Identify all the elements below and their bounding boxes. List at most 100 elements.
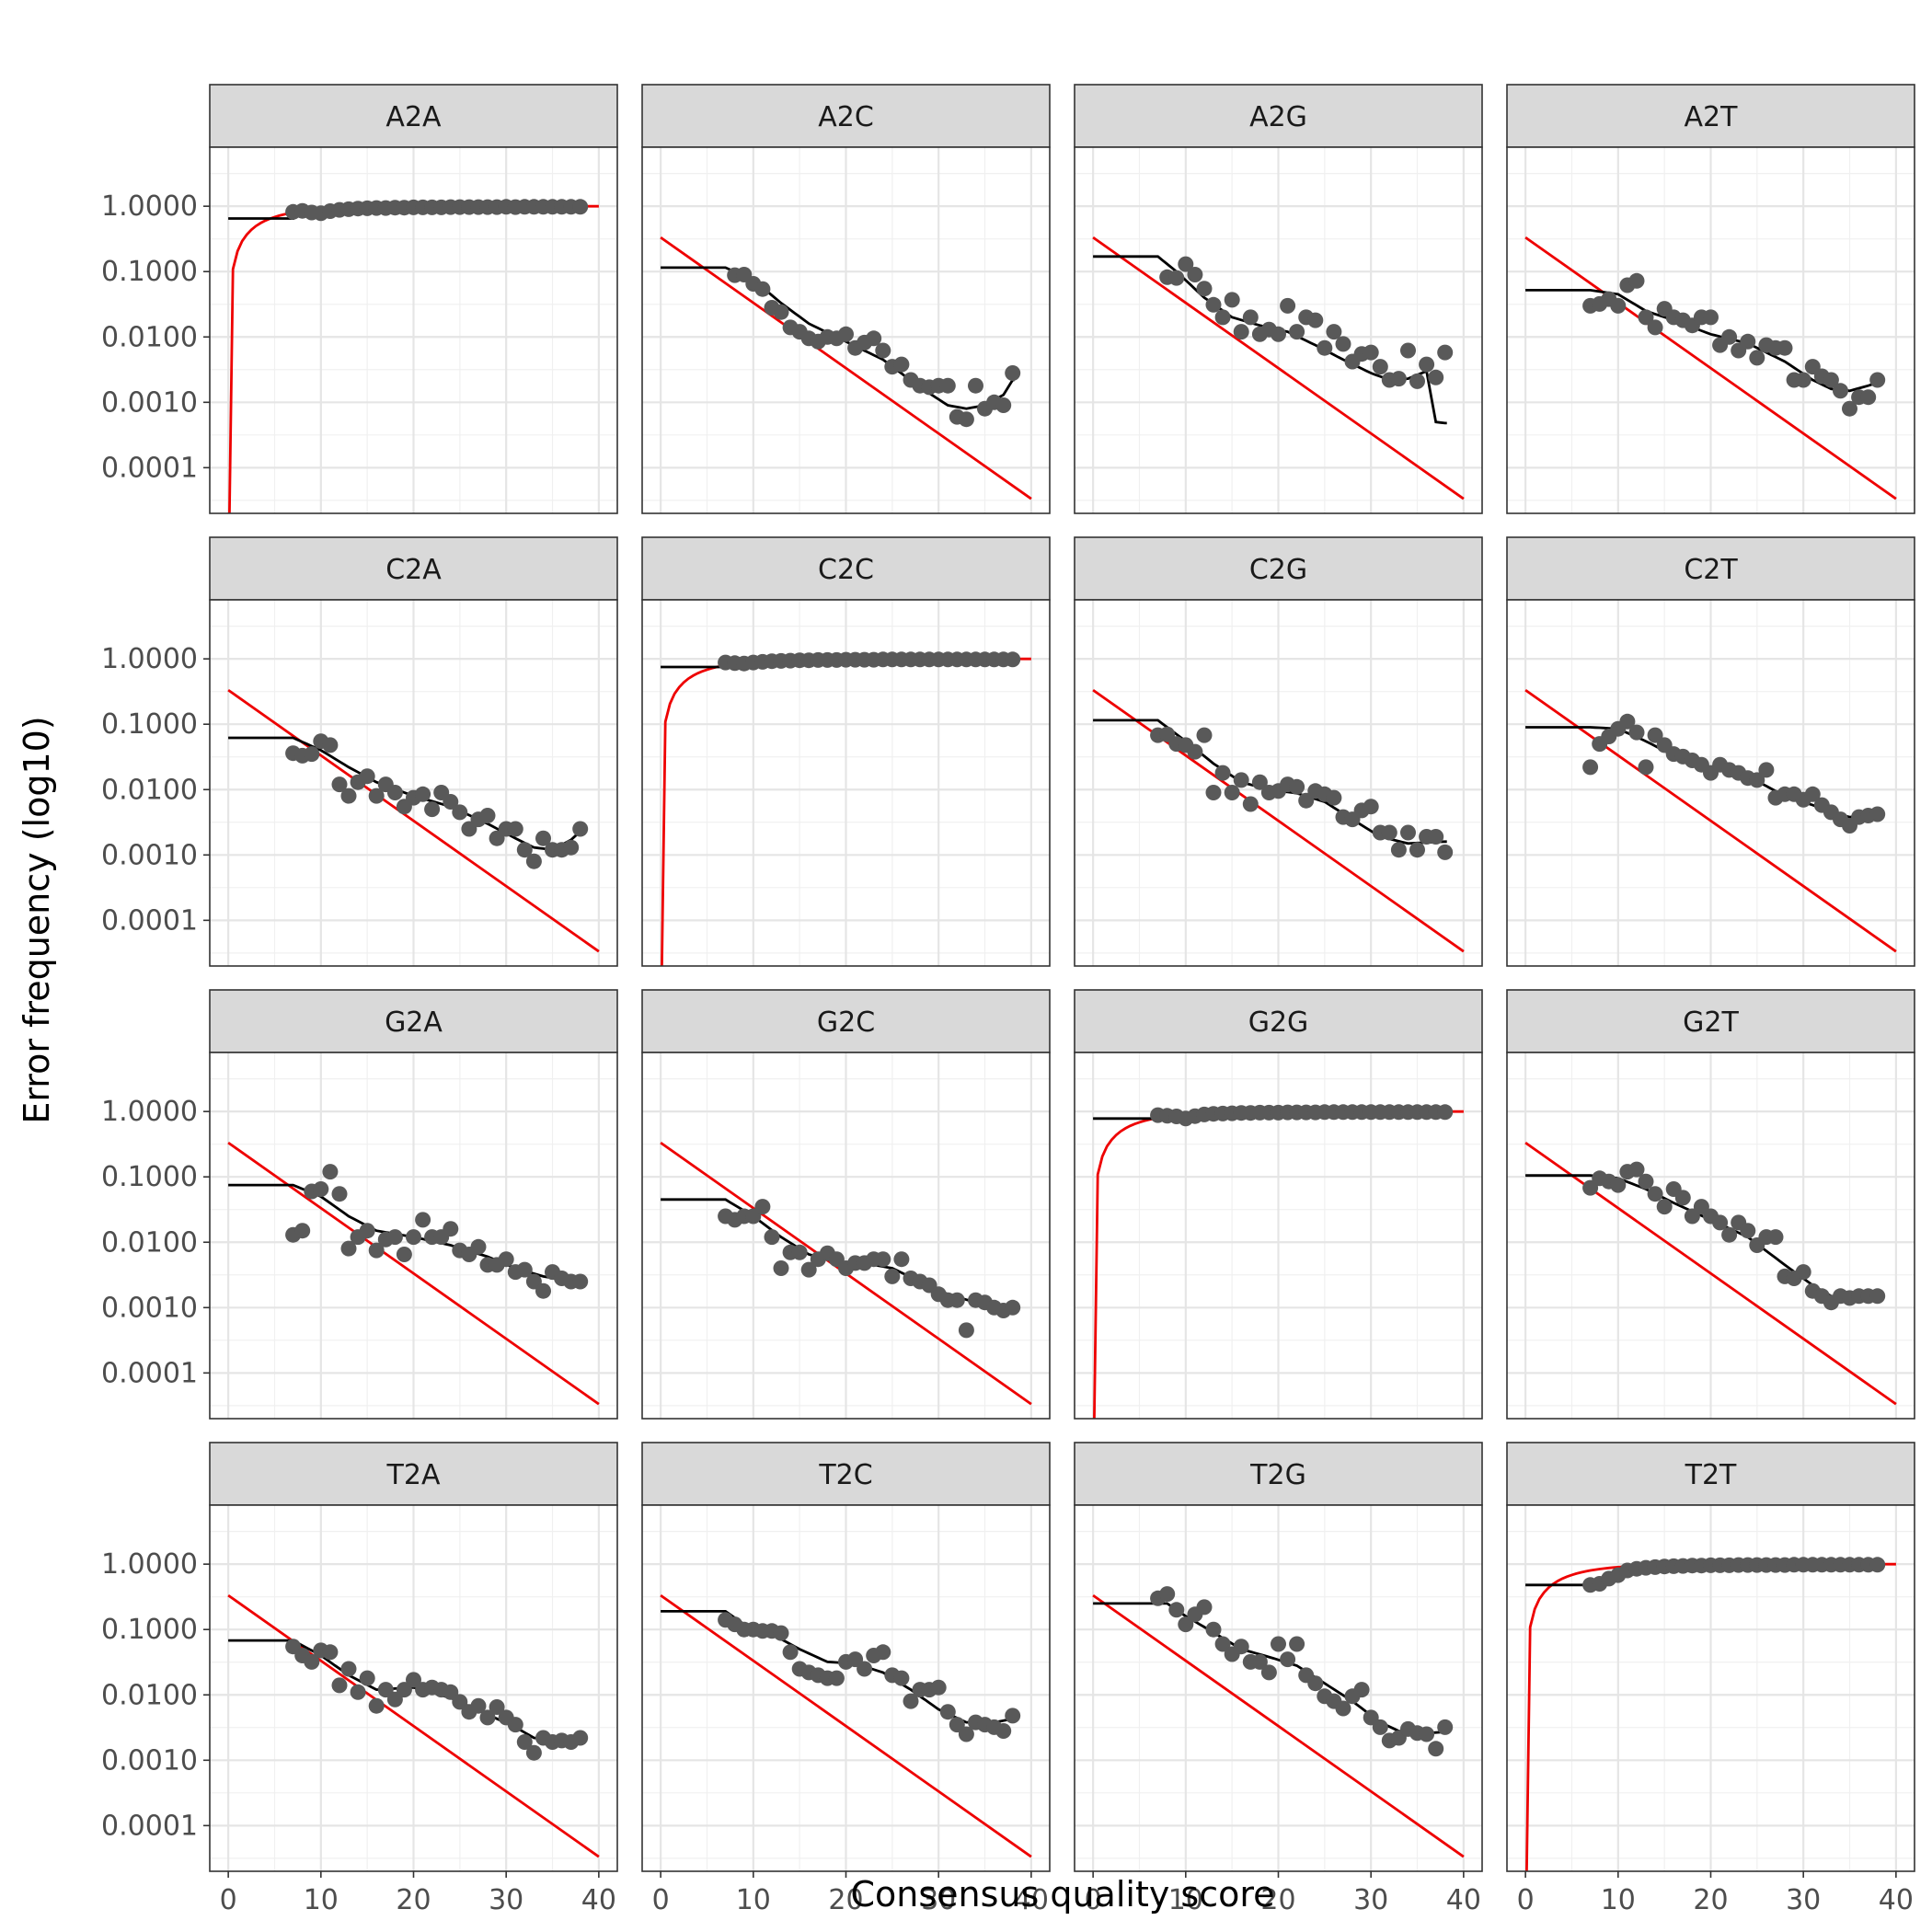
x-tick-label: 20 (828, 1884, 863, 1916)
panel-border (209, 599, 618, 967)
y-tick-label: 0.0001 (101, 452, 198, 484)
observed-point (1647, 1186, 1663, 1202)
x-tick-label: 30 (1786, 1884, 1821, 1916)
facet-title: T2A (386, 1459, 441, 1491)
observed-point (791, 1244, 808, 1260)
x-tick-label: 0 (1085, 1884, 1102, 1916)
observed-point (1242, 796, 1259, 812)
observed-point (1758, 762, 1775, 778)
observed-point (516, 1261, 533, 1278)
facet-strip (209, 84, 618, 148)
observed-point (377, 1682, 394, 1698)
observed-point (958, 411, 974, 428)
observed-point (1647, 319, 1663, 336)
observed-point (773, 1625, 789, 1641)
observed-point (294, 1223, 311, 1239)
observed-point (1860, 389, 1877, 406)
facet-t2t: T2T 0 10 20 30 40 (1506, 1442, 1915, 1916)
x-tick-label: 40 (1446, 1884, 1481, 1916)
observed-point (1233, 324, 1249, 340)
observed-point (386, 785, 403, 800)
facet-strip (1074, 1442, 1483, 1506)
observed-point (1869, 806, 1886, 822)
observed-point (368, 1697, 385, 1714)
nominal-error-line (1092, 236, 1465, 500)
observed-point (479, 1709, 496, 1726)
observed-point (995, 397, 1012, 413)
nominal-error-line (660, 1593, 1032, 1858)
observed-point (1178, 256, 1194, 272)
observed-point (322, 1164, 339, 1180)
observed-point (828, 1670, 845, 1686)
observed-point (1582, 759, 1599, 776)
observed-point (1823, 372, 1839, 388)
observed-point (525, 1744, 542, 1761)
observed-point (1721, 1226, 1738, 1243)
observed-point (893, 1251, 910, 1268)
panel-marks (1092, 1586, 1465, 1858)
x-tick-label: 30 (489, 1884, 523, 1916)
observed-point (1795, 1264, 1811, 1281)
observed-point (1437, 344, 1454, 361)
nominal-error-line (1524, 236, 1897, 500)
facet-title: G2T (1683, 1006, 1739, 1039)
observed-point (331, 776, 348, 793)
observed-point (489, 1699, 505, 1715)
observed-point (1187, 267, 1203, 282)
observed-point (884, 1268, 901, 1284)
y-tick-label: 0.0010 (101, 1292, 198, 1324)
observed-point (350, 1684, 366, 1700)
observed-point (304, 746, 320, 763)
observed-point (866, 330, 882, 347)
observed-point (1353, 1682, 1370, 1698)
observed-point (406, 1229, 421, 1246)
observed-point (1419, 1726, 1435, 1742)
panel-marks (1093, 1104, 1464, 1419)
observed-point (443, 1684, 459, 1700)
panel-border (1074, 1052, 1483, 1420)
observed-point (1767, 1229, 1784, 1246)
observed-point (1326, 324, 1342, 340)
observed-point (1381, 824, 1397, 841)
observed-point (1251, 774, 1268, 790)
observed-point (572, 199, 589, 215)
observed-point (322, 737, 339, 753)
observed-point (331, 1186, 348, 1202)
observed-point (1647, 727, 1663, 743)
observed-point (1260, 1664, 1277, 1681)
observed-point (930, 1679, 947, 1696)
observed-point (764, 1229, 780, 1246)
observed-point (1289, 778, 1305, 795)
facet-g2a: G2A 1.0000 0.1000 0.0100 0.0010 0.0001 (101, 989, 618, 1420)
observed-point (1196, 281, 1213, 297)
observed-point (968, 377, 983, 394)
x-tick-label: 30 (1353, 1884, 1388, 1916)
observed-point (415, 1212, 431, 1228)
x-tick-label: 40 (581, 1884, 616, 1916)
observed-point (1428, 369, 1444, 385)
panel-border (641, 146, 1051, 514)
observed-point (1363, 799, 1379, 815)
panel-marks (1524, 1141, 1897, 1406)
observed-point (1005, 365, 1021, 381)
observed-point (516, 1734, 533, 1750)
observed-point (525, 853, 542, 869)
facet-strip (209, 536, 618, 601)
facet-strip (1506, 84, 1915, 148)
y-tick-label: 0.0010 (101, 386, 198, 419)
observed-point (331, 1677, 348, 1694)
facet-title: T2G (1249, 1459, 1306, 1491)
observed-point (498, 1251, 514, 1268)
observed-point (1205, 1621, 1222, 1638)
observed-point (949, 1292, 965, 1308)
observed-point (1224, 292, 1240, 308)
observed-point (1712, 1214, 1729, 1231)
facet-c2c: C2C (641, 536, 1051, 967)
facet-title: G2G (1248, 1006, 1309, 1039)
observed-point (1619, 713, 1636, 730)
observed-point (1224, 785, 1240, 800)
observed-point (1307, 1675, 1324, 1692)
observed-point (893, 1670, 910, 1686)
observed-point (773, 304, 789, 320)
observed-point (470, 1697, 487, 1714)
